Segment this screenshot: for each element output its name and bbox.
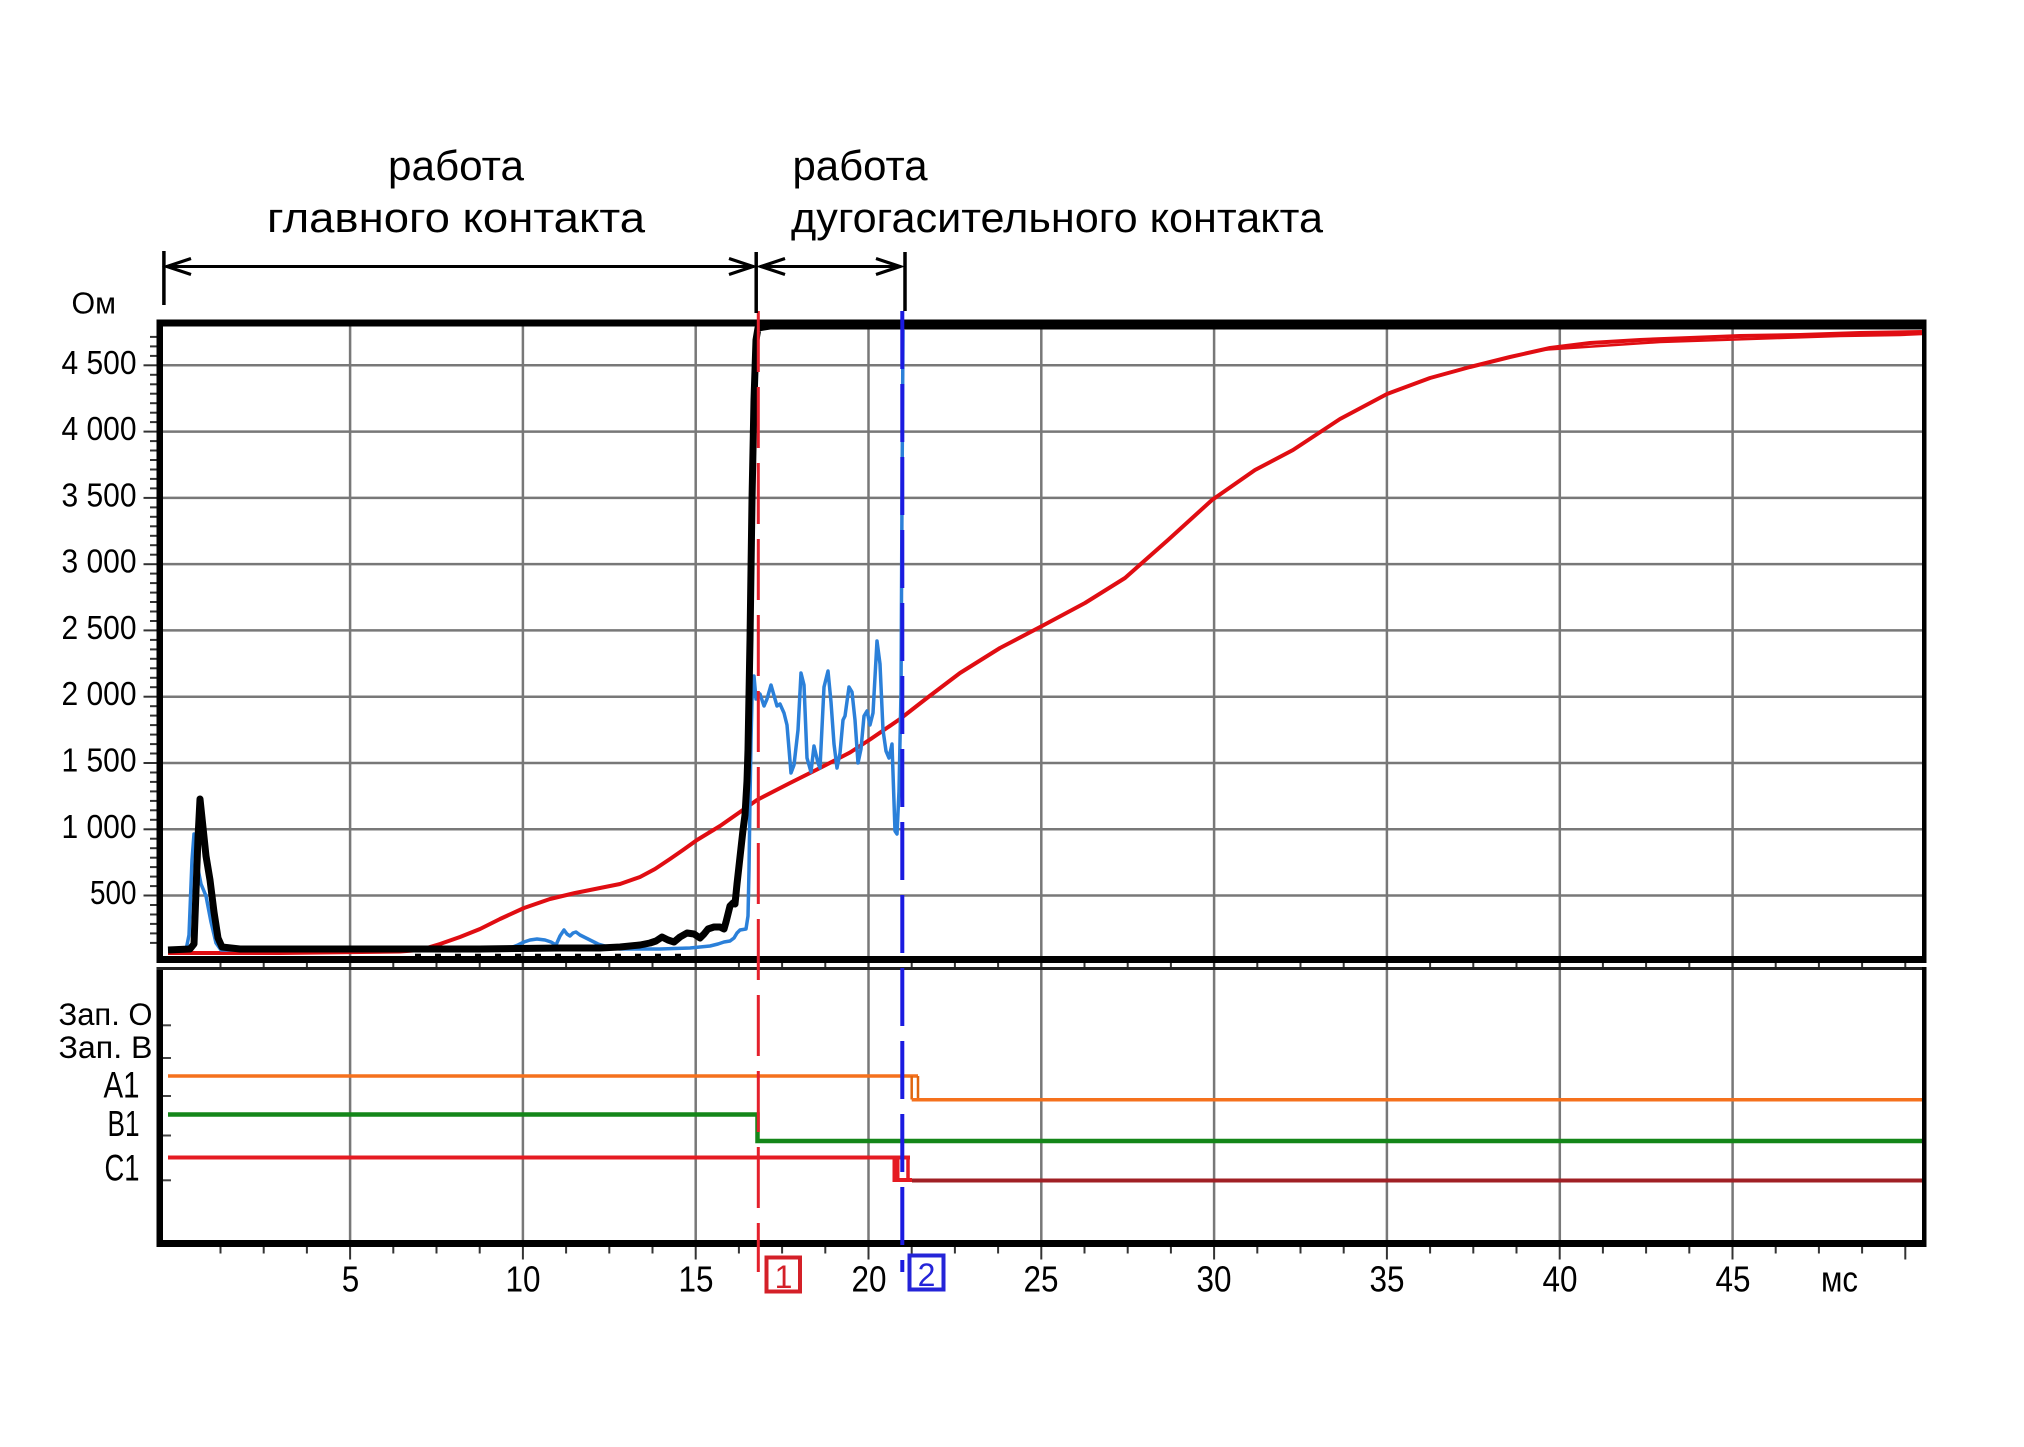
svg-text:10: 10	[506, 1259, 541, 1300]
svg-text:25: 25	[1024, 1259, 1059, 1300]
svg-text:C1: C1	[105, 1148, 140, 1189]
svg-text:Ом: Ом	[72, 286, 117, 321]
svg-text:5: 5	[342, 1259, 360, 1300]
svg-text:Зап. В: Зап. В	[59, 1029, 153, 1065]
svg-text:работа: работа	[388, 142, 525, 189]
svg-text:работа: работа	[793, 142, 929, 189]
svg-text:1: 1	[775, 1259, 793, 1295]
svg-text:35: 35	[1370, 1259, 1405, 1300]
svg-text:2: 2	[918, 1257, 936, 1293]
svg-text:мс: мс	[1821, 1259, 1858, 1300]
svg-text:4 000: 4 000	[62, 410, 137, 447]
svg-text:30: 30	[1197, 1259, 1232, 1300]
svg-text:1 500: 1 500	[62, 741, 137, 778]
svg-text:45: 45	[1716, 1259, 1751, 1300]
svg-text:A1: A1	[104, 1065, 140, 1106]
svg-text:дугогасительного контакта: дугогасительного контакта	[791, 194, 1324, 241]
svg-text:15: 15	[679, 1259, 714, 1300]
svg-text:40: 40	[1543, 1259, 1578, 1300]
svg-text:B1: B1	[108, 1103, 140, 1144]
svg-text:1 000: 1 000	[62, 808, 137, 845]
svg-text:2 500: 2 500	[62, 609, 137, 646]
svg-text:3 500: 3 500	[62, 476, 137, 513]
svg-text:2 000: 2 000	[62, 675, 137, 712]
svg-text:4 500: 4 500	[62, 344, 137, 381]
svg-text:3 000: 3 000	[62, 543, 137, 580]
svg-text:500: 500	[90, 874, 137, 911]
svg-text:Зап. О: Зап. О	[59, 996, 153, 1032]
svg-text:20: 20	[852, 1259, 887, 1300]
svg-text:главного контакта: главного контакта	[267, 194, 646, 241]
